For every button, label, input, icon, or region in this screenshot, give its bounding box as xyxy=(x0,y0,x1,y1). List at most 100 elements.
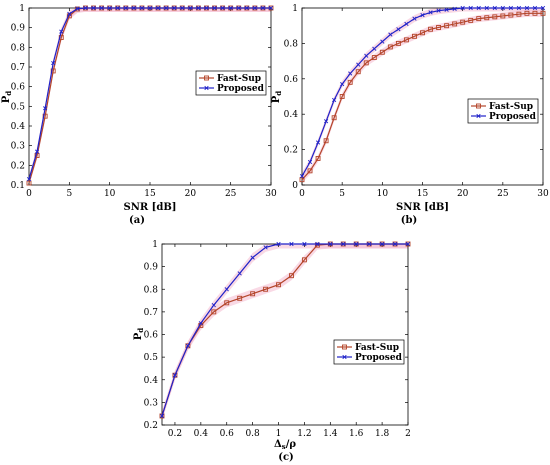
data-point-proposed xyxy=(139,5,145,11)
y-tick-label: 0.4 xyxy=(284,110,299,120)
data-point-proposed xyxy=(237,271,242,276)
data-point-fast-sup xyxy=(516,11,522,17)
data-point-proposed xyxy=(380,39,385,44)
data-point-proposed xyxy=(492,5,497,11)
data-point-proposed xyxy=(263,245,268,250)
data-point-proposed xyxy=(299,174,305,179)
data-point-fast-sup xyxy=(379,49,385,55)
plot-frame xyxy=(28,7,272,186)
data-point-fast-sup xyxy=(436,25,442,30)
legend-label-fast-sup: Fast-Sup xyxy=(217,74,261,84)
data-point-proposed xyxy=(354,241,359,247)
x-tick-label: 0.8 xyxy=(245,429,260,439)
x-tick-label: 25 xyxy=(497,189,509,199)
data-point-proposed xyxy=(198,321,203,326)
y-tick-label: 1 xyxy=(152,240,158,250)
data-point-proposed xyxy=(212,5,217,11)
data-point-fast-sup xyxy=(476,16,482,22)
data-point-proposed xyxy=(340,81,345,87)
data-point-proposed xyxy=(172,373,178,378)
x-axis-label: Δs/ρ xyxy=(274,439,296,451)
x-tick-label: 1.8 xyxy=(375,429,390,439)
data-point-fast-sup xyxy=(172,372,178,378)
data-point-proposed xyxy=(252,5,257,11)
legend-label-proposed: Proposed xyxy=(489,112,537,122)
legend-marker xyxy=(204,85,209,91)
panel-label: (a) xyxy=(129,215,145,226)
legend-marker xyxy=(342,344,347,350)
y-tick-label: 0.8 xyxy=(284,39,299,49)
data-point-fast-sup xyxy=(355,69,361,75)
chart-panel-b: 0 5 10 15 20 25 30 0 0.2 0.4 0.6 0.8 1 Fast-SupPropos… xyxy=(271,4,549,226)
legend-box xyxy=(333,339,405,365)
data-point-proposed xyxy=(484,5,489,11)
data-point-proposed xyxy=(188,5,193,11)
data-point-proposed xyxy=(159,413,165,419)
data-point-proposed xyxy=(268,5,274,11)
x-tick-label: 1.2 xyxy=(297,429,311,439)
data-point-fast-sup xyxy=(185,343,191,349)
data-point-proposed xyxy=(26,176,32,182)
y-tick-label: 0.2 xyxy=(144,421,158,431)
y-tick-label: 0.9 xyxy=(11,24,26,34)
y-tick-label: 0.6 xyxy=(11,83,26,93)
data-point-proposed xyxy=(341,241,346,247)
legend-marker xyxy=(342,354,347,360)
x-tick-label: 30 xyxy=(265,189,277,199)
data-point-proposed xyxy=(372,46,377,51)
series-band-fast-sup xyxy=(29,8,271,185)
data-point-proposed xyxy=(236,5,241,11)
x-tick-label: 0 xyxy=(299,189,305,199)
y-tick-label: 0 xyxy=(292,181,298,191)
data-point-proposed xyxy=(224,287,229,292)
data-point-proposed xyxy=(524,5,530,11)
y-tick-label: 1 xyxy=(19,4,25,14)
data-point-fast-sup xyxy=(276,282,281,288)
x-tick-label: 1.6 xyxy=(349,429,364,439)
data-point-proposed xyxy=(315,140,321,145)
data-point-proposed xyxy=(428,10,433,15)
data-point-proposed xyxy=(392,241,398,247)
data-point-fast-sup xyxy=(339,94,345,99)
data-point-fast-sup xyxy=(484,15,490,21)
x-tick-label: 0.2 xyxy=(168,429,182,439)
data-point-fast-sup xyxy=(524,10,530,16)
data-point-proposed xyxy=(404,21,409,27)
data-point-fast-sup xyxy=(403,37,409,43)
x-tick-label: 0.6 xyxy=(220,429,235,439)
y-tick-label: 0.7 xyxy=(144,308,159,318)
data-point-proposed xyxy=(405,241,411,247)
plot-frame xyxy=(161,243,409,426)
data-point-fast-sup xyxy=(468,17,474,23)
data-point-proposed xyxy=(131,5,136,11)
legend-box xyxy=(467,98,539,124)
x-tick-label: 30 xyxy=(537,189,549,199)
data-point-fast-sup xyxy=(371,55,377,61)
y-tick-label: 0.8 xyxy=(11,43,26,53)
data-point-fast-sup xyxy=(508,12,514,18)
data-point-proposed xyxy=(67,11,72,17)
data-point-fast-sup xyxy=(500,13,506,19)
data-point-proposed xyxy=(220,5,225,11)
data-point-proposed xyxy=(75,6,80,11)
x-tick-label: 2 xyxy=(405,429,411,439)
data-point-proposed xyxy=(123,5,128,11)
legend-marker xyxy=(204,75,209,81)
data-point-fast-sup xyxy=(301,257,307,263)
data-point-fast-sup xyxy=(315,155,321,161)
data-point-proposed xyxy=(91,5,96,11)
data-point-proposed xyxy=(34,149,40,154)
data-point-proposed xyxy=(155,5,161,11)
data-point-proposed xyxy=(508,5,513,11)
data-point-proposed xyxy=(356,62,361,67)
data-point-proposed xyxy=(332,97,337,103)
legend-label-fast-sup: Fast-Sup xyxy=(355,343,399,353)
data-point-proposed xyxy=(115,5,120,11)
data-point-proposed xyxy=(43,106,48,111)
data-point-proposed xyxy=(315,241,320,247)
y-tick-label: 0.3 xyxy=(144,398,159,408)
y-tick-label: 0.2 xyxy=(284,146,298,156)
data-point-proposed xyxy=(83,5,88,11)
data-point-proposed xyxy=(289,241,294,247)
